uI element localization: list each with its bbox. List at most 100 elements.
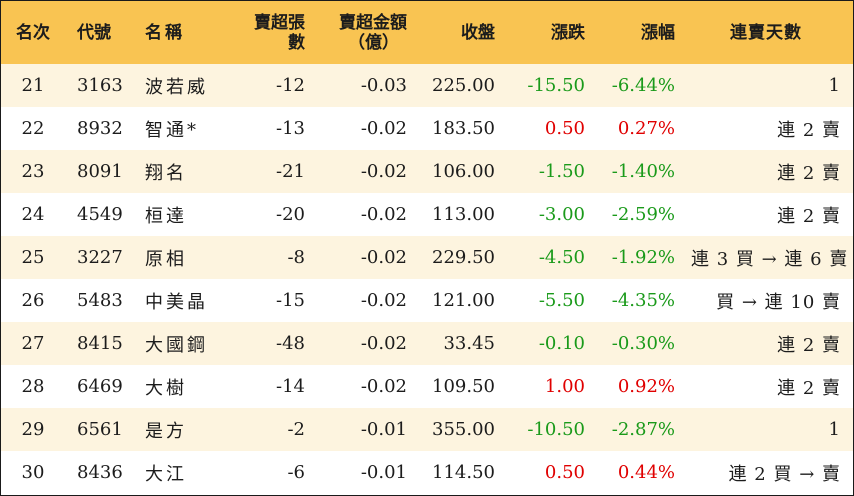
cell-sell-amount: -0.02	[360, 161, 407, 182]
cell-sell-amount: -0.02	[360, 376, 407, 397]
cell-sell-lots: -21	[276, 161, 305, 182]
cell-rank: 24	[21, 204, 45, 225]
cell-close: 225.00	[432, 75, 495, 96]
cell-rank: 23	[21, 161, 45, 182]
cell-name: 智通*	[145, 119, 199, 141]
cell-rank: 29	[21, 419, 45, 440]
cell-sell-amount: -0.01	[360, 462, 407, 483]
cell-sell-lots: -20	[276, 204, 305, 225]
table-row: 23 8091 翔名 -21 -0.02 106.00 -1.50 -1.40%…	[1, 150, 853, 193]
cell-close: 113.00	[432, 204, 495, 225]
cell-sell-amount: -0.02	[360, 118, 407, 139]
cell-change: -4.50	[538, 247, 585, 268]
cell-sell-amount: -0.03	[360, 75, 407, 96]
cell-code: 8415	[77, 333, 123, 354]
cell-sell-amount: -0.01	[360, 419, 407, 440]
cell-change-pct: -1.92%	[611, 247, 675, 268]
cell-streak: 連 2 賣	[777, 377, 841, 399]
cell-close: 183.50	[432, 118, 495, 139]
cell-rank: 22	[21, 118, 45, 139]
cell-name: 波若威	[145, 76, 208, 98]
cell-close: 33.45	[443, 333, 495, 354]
cell-change-pct: -6.44%	[611, 75, 675, 96]
cell-code: 4549	[77, 204, 123, 225]
cell-code: 8932	[77, 118, 123, 139]
cell-code: 3227	[77, 247, 123, 268]
cell-code: 6561	[77, 419, 123, 440]
cell-change: -15.50	[527, 75, 585, 96]
table-header: 名次 代號 名稱 賣超張數 賣超金額 （億） 收盤 漲跌 漲幅 連賣天數	[1, 1, 853, 64]
table-row: 24 4549 桓達 -20 -0.02 113.00 -3.00 -2.59%…	[1, 193, 853, 236]
cell-name: 中美晶	[145, 291, 208, 313]
cell-change: -1.50	[538, 161, 585, 182]
cell-change: -5.50	[538, 290, 585, 311]
cell-code: 5483	[77, 290, 123, 311]
cell-rank: 30	[21, 462, 45, 483]
header-sell-amount: 賣超金額 （億）	[313, 1, 415, 64]
cell-streak: 1	[828, 419, 841, 440]
header-rank: 名次	[16, 22, 50, 43]
cell-name: 原相	[145, 248, 187, 270]
cell-change: 1.00	[544, 376, 585, 397]
cell-streak: 1	[828, 75, 841, 96]
cell-change-pct: -2.59%	[611, 204, 675, 225]
cell-streak: 連 2 賣	[777, 119, 841, 141]
table-row: 28 6469 大樹 -14 -0.02 109.50 1.00 0.92% 連…	[1, 365, 853, 408]
table-row: 21 3163 波若威 -12 -0.03 225.00 -15.50 -6.4…	[1, 64, 853, 107]
cell-change-pct: -1.40%	[611, 161, 675, 182]
cell-name: 是方	[145, 420, 187, 442]
cell-streak: 買 → 連 10 賣	[716, 291, 841, 313]
table-row: 26 5483 中美晶 -15 -0.02 121.00 -5.50 -4.35…	[1, 279, 853, 322]
cell-rank: 26	[21, 290, 45, 311]
cell-sell-lots: -14	[276, 376, 305, 397]
cell-name: 大江	[145, 463, 187, 485]
cell-close: 106.00	[432, 161, 495, 182]
cell-change: 0.50	[544, 462, 585, 483]
cell-rank: 27	[21, 333, 45, 354]
table-row: 29 6561 是方 -2 -0.01 355.00 -10.50 -2.87%…	[1, 408, 853, 451]
cell-sell-lots: -2	[287, 419, 305, 440]
cell-name: 大樹	[145, 377, 187, 399]
cell-streak: 連 3 買 → 連 6 賣	[691, 248, 849, 270]
cell-name: 桓達	[145, 205, 187, 227]
cell-close: 121.00	[432, 290, 495, 311]
cell-sell-amount: -0.02	[360, 247, 407, 268]
cell-streak: 連 2 賣	[777, 205, 841, 227]
cell-rank: 25	[21, 247, 45, 268]
table-row: 25 3227 原相 -8 -0.02 229.50 -4.50 -1.92% …	[1, 236, 853, 279]
cell-sell-amount: -0.02	[360, 333, 407, 354]
cell-change: 0.50	[544, 118, 585, 139]
cell-streak: 連 2 賣	[777, 162, 841, 184]
header-change: 漲跌	[551, 22, 585, 43]
cell-sell-amount: -0.02	[360, 290, 407, 311]
cell-code: 6469	[77, 376, 123, 397]
header-streak: 連賣天數	[730, 22, 802, 43]
header-name: 名稱	[145, 22, 185, 43]
cell-name: 翔名	[145, 162, 187, 184]
cell-change-pct: -0.30%	[611, 333, 675, 354]
cell-rank: 28	[21, 376, 45, 397]
cell-streak: 連 2 賣	[777, 334, 841, 356]
cell-change: -0.10	[538, 333, 585, 354]
cell-close: 109.50	[432, 376, 495, 397]
cell-close: 114.50	[432, 462, 495, 483]
header-change-pct: 漲幅	[641, 22, 675, 43]
cell-close: 229.50	[432, 247, 495, 268]
cell-change-pct: 0.44%	[617, 462, 675, 483]
cell-change: -3.00	[538, 204, 585, 225]
header-row: 名次 代號 名稱 賣超張數 賣超金額 （億） 收盤 漲跌 漲幅 連賣天數	[1, 1, 853, 64]
cell-change-pct: -2.87%	[611, 419, 675, 440]
cell-sell-lots: -13	[276, 118, 305, 139]
cell-sell-amount: -0.02	[360, 204, 407, 225]
header-sell-lots: 賣超張數	[254, 12, 305, 53]
cell-sell-lots: -8	[287, 247, 305, 268]
header-sell-amount-line1: 賣超金額	[339, 12, 407, 33]
cell-rank: 21	[21, 75, 45, 96]
cell-code: 8091	[77, 161, 123, 182]
table-row: 22 8932 智通* -13 -0.02 183.50 0.50 0.27% …	[1, 107, 853, 150]
table-body: 21 3163 波若威 -12 -0.03 225.00 -15.50 -6.4…	[1, 64, 853, 494]
cell-change-pct: -4.35%	[611, 290, 675, 311]
cell-sell-lots: -6	[287, 462, 305, 483]
